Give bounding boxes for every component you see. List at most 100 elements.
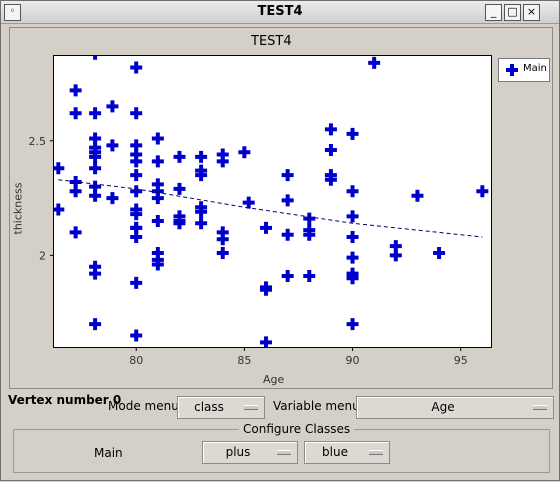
data-point: [106, 192, 119, 205]
plot-title: TEST4: [251, 34, 292, 49]
data-point: [281, 194, 294, 207]
data-point: [324, 143, 337, 156]
data-point: [130, 61, 143, 74]
data-point: [89, 150, 102, 163]
data-point: [151, 132, 164, 145]
data-point: [260, 336, 273, 349]
variable-menu-label: Variable menu: [273, 399, 360, 413]
data-point: [106, 139, 119, 152]
data-point: [130, 169, 143, 182]
data-point: [52, 162, 65, 175]
color-menu-value: blue: [322, 445, 348, 459]
data-point: [368, 56, 381, 69]
data-point: [89, 162, 102, 175]
data-point: [303, 228, 316, 241]
data-point: [151, 155, 164, 168]
data-point: [389, 249, 402, 262]
x-axis-label: Age: [263, 373, 285, 386]
plus-marker-icon: [506, 64, 518, 76]
data-point: [324, 123, 337, 136]
legend: Main: [498, 58, 550, 82]
color-menu-button[interactable]: blue: [304, 441, 390, 464]
data-point: [69, 107, 82, 120]
option-menu-indicator-icon: [244, 405, 258, 410]
close-button[interactable]: ×: [523, 4, 540, 21]
mode-menu-label: Mode menu: [108, 399, 179, 413]
trend-line: [58, 179, 483, 238]
data-point: [151, 258, 164, 271]
data-point: [130, 155, 143, 168]
data-point: [303, 212, 316, 225]
data-point: [195, 169, 208, 182]
title-bar[interactable]: ◦ TEST4 _ □ ×: [1, 1, 559, 24]
data-point: [173, 217, 186, 230]
window-title: TEST4: [257, 4, 303, 19]
maximize-button[interactable]: □: [504, 4, 521, 21]
data-point: [238, 146, 251, 159]
data-point: [89, 318, 102, 331]
data-point: [303, 269, 316, 282]
option-menu-indicator-icon: [369, 450, 383, 455]
option-menu-indicator-icon: [533, 405, 547, 410]
data-point: [130, 107, 143, 120]
data-point: [324, 173, 337, 186]
symbol-menu-button[interactable]: plus: [202, 441, 298, 464]
data-point: [173, 182, 186, 195]
class-name-label: Main: [94, 446, 123, 460]
data-point: [69, 84, 82, 97]
data-point: [130, 221, 143, 234]
data-point: [346, 185, 359, 198]
legend-label: Main: [523, 63, 547, 74]
data-point: [195, 205, 208, 218]
data-point: [346, 210, 359, 223]
y-axis-label: thickness: [11, 182, 25, 235]
data-point: [346, 251, 359, 264]
data-point: [411, 189, 424, 202]
data-point: [216, 233, 229, 246]
data-point: [216, 155, 229, 168]
data-point: [260, 221, 273, 234]
data-point: [260, 283, 273, 296]
symbol-menu-value: plus: [225, 445, 251, 459]
data-point: [69, 185, 82, 198]
configure-classes-title: Configure Classes: [239, 422, 355, 436]
data-point: [130, 185, 143, 198]
data-point: [89, 189, 102, 202]
data-point: [195, 217, 208, 230]
data-point: [281, 269, 294, 282]
variable-menu-button[interactable]: Age: [356, 396, 554, 419]
data-point: [151, 214, 164, 227]
data-point: [346, 231, 359, 244]
configure-classes-group: Configure Classes Main plus blue: [13, 422, 550, 473]
data-point: [195, 150, 208, 163]
data-point: [130, 329, 143, 342]
data-point: [106, 100, 119, 113]
minimize-button[interactable]: _: [485, 4, 502, 21]
data-point: [69, 226, 82, 239]
data-point: [281, 169, 294, 182]
vertex-number-label: Vertex number 0: [8, 393, 122, 407]
data-point: [476, 185, 489, 198]
option-menu-indicator-icon: [277, 450, 291, 455]
data-point: [151, 192, 164, 205]
data-point: [346, 272, 359, 285]
plot-area[interactable]: [52, 47, 492, 349]
data-point: [130, 276, 143, 289]
data-point: [281, 228, 294, 241]
data-point: [242, 196, 255, 209]
mode-menu-value: class: [194, 400, 224, 414]
data-point: [89, 47, 102, 60]
data-point: [346, 318, 359, 331]
variable-menu-value: Age: [431, 400, 455, 414]
mode-menu-button[interactable]: class: [177, 396, 265, 419]
data-point: [130, 208, 143, 221]
data-point: [346, 127, 359, 140]
data-point: [89, 267, 102, 280]
data-point: [433, 247, 446, 260]
data-point: [89, 107, 102, 120]
data-point: [173, 150, 186, 163]
data-point: [216, 247, 229, 260]
window-menu-button[interactable]: ◦: [4, 4, 21, 21]
scatter-plot: [52, 47, 489, 349]
